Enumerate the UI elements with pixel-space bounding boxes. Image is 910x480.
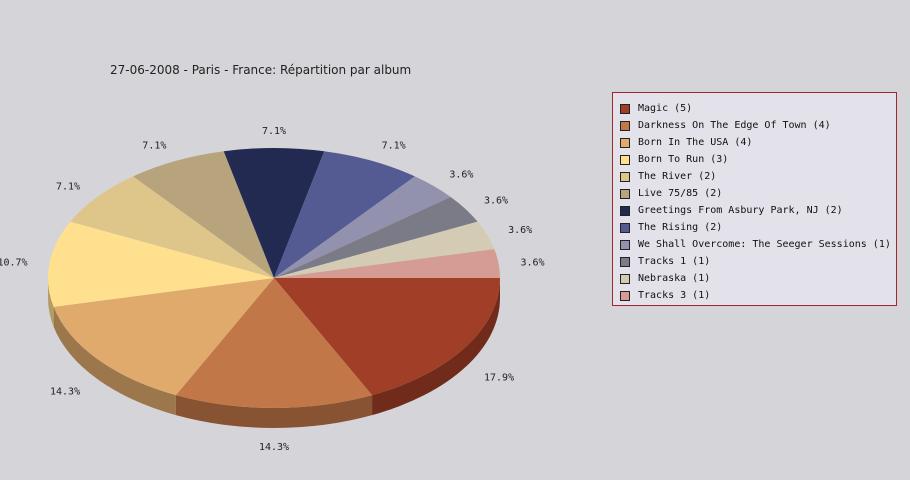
pie-percent-label-5: 7.1% (142, 141, 166, 152)
legend-swatch-6 (620, 205, 630, 216)
legend-label-10: Nebraska (1) (638, 273, 711, 284)
pie-percent-label-7: 7.1% (382, 141, 406, 152)
chart-title: 27-06-2008 - Paris - France: Répartition… (110, 63, 411, 77)
pie-slice-1[interactable] (175, 278, 373, 408)
legend-swatch-1 (620, 120, 630, 131)
pie-slice-7[interactable] (274, 151, 415, 278)
pie-sides (48, 278, 500, 428)
legend-swatch-3 (620, 154, 630, 165)
legend-label-5: Live 75/85 (2) (638, 188, 723, 199)
pie-side-3 (48, 278, 54, 327)
legend-label-8: We Shall Overcome: The Seeger Sessions (… (638, 239, 891, 250)
pie-percent-label-4: 7.1% (56, 182, 80, 193)
pie-percent-label-6: 7.1% (262, 126, 286, 137)
legend-item-6: Greetings From Asbury Park, NJ (2) (620, 202, 896, 219)
legend-item-7: The Rising (2) (620, 219, 896, 236)
pie-percent-label-11: 3.6% (520, 257, 544, 268)
pie-slice-8[interactable] (274, 176, 451, 278)
legend-swatch-7 (620, 222, 630, 233)
legend-swatch-5 (620, 188, 630, 199)
pie-percent-labels: 17.9% 14.3% 14.3% 10.7% 7.1% 7.1% 7.1% 7.1% 3.6%… (0, 126, 545, 453)
pie-slice-2[interactable] (53, 278, 274, 396)
pie-percent-label-3: 10.7% (0, 257, 28, 268)
pie-side-0 (372, 278, 500, 416)
legend-label-7: The Rising (2) (638, 222, 723, 233)
legend-item-3: Born To Run (3) (620, 151, 896, 168)
pie-slice-6[interactable] (223, 148, 325, 278)
legend-item-5: Live 75/85 (2) (620, 185, 896, 202)
pie-percent-label-10: 3.6% (508, 225, 532, 236)
legend-item-2: Born In The USA (4) (620, 134, 896, 151)
pie-slice-0[interactable] (274, 278, 500, 396)
legend-swatch-9 (620, 256, 630, 267)
legend-swatch-11 (620, 290, 630, 301)
pie-slices (47, 148, 500, 408)
pie-slice-9[interactable] (274, 196, 478, 278)
legend-swatch-4 (620, 171, 630, 182)
legend-swatch-8 (620, 239, 630, 250)
pie-slice-11[interactable] (274, 249, 500, 278)
legend: Magic (5) Darkness On The Edge Of Town (4… (612, 92, 897, 306)
legend-label-3: Born To Run (3) (638, 154, 729, 165)
legend-item-8: We Shall Overcome: The Seeger Sessions (… (620, 236, 896, 253)
pie-side-2 (53, 306, 176, 416)
legend-swatch-2 (620, 137, 630, 148)
pie-percent-label-0: 17.9% (484, 373, 514, 384)
legend-item-10: Nebraska (1) (620, 270, 896, 287)
pie-slice-10[interactable] (274, 221, 495, 278)
legend-label-2: Born In The USA (4) (638, 137, 753, 148)
legend-item-9: Tracks 1 (1) (620, 253, 896, 270)
legend-label-0: Magic (5) (638, 103, 693, 114)
legend-item-0: Magic (5) (620, 100, 896, 117)
legend-label-9: Tracks 1 (1) (638, 256, 711, 267)
pie-percent-label-9: 3.6% (484, 195, 508, 206)
pie-slice-4[interactable] (70, 176, 274, 278)
legend-item-11: Tracks 3 (1) (620, 287, 896, 304)
legend-label-6: Greetings From Asbury Park, NJ (2) (638, 205, 843, 216)
pie-side-1 (175, 395, 373, 428)
legend-label-1: Darkness On The Edge Of Town (4) (638, 120, 831, 131)
legend-item-1: Darkness On The Edge Of Town (4) (620, 117, 896, 134)
legend-label-11: Tracks 3 (1) (638, 290, 711, 301)
legend-item-4: The River (2) (620, 168, 896, 185)
pie-slice-3[interactable] (47, 221, 274, 307)
legend-label-4: The River (2) (638, 171, 717, 182)
pie-slice-5[interactable] (133, 151, 274, 278)
pie-percent-label-1: 14.3% (259, 442, 289, 453)
legend-swatch-0 (620, 103, 630, 114)
pie-percent-label-2: 14.3% (50, 386, 80, 397)
legend-swatch-10 (620, 273, 630, 284)
pie-percent-label-8: 3.6% (449, 169, 473, 180)
